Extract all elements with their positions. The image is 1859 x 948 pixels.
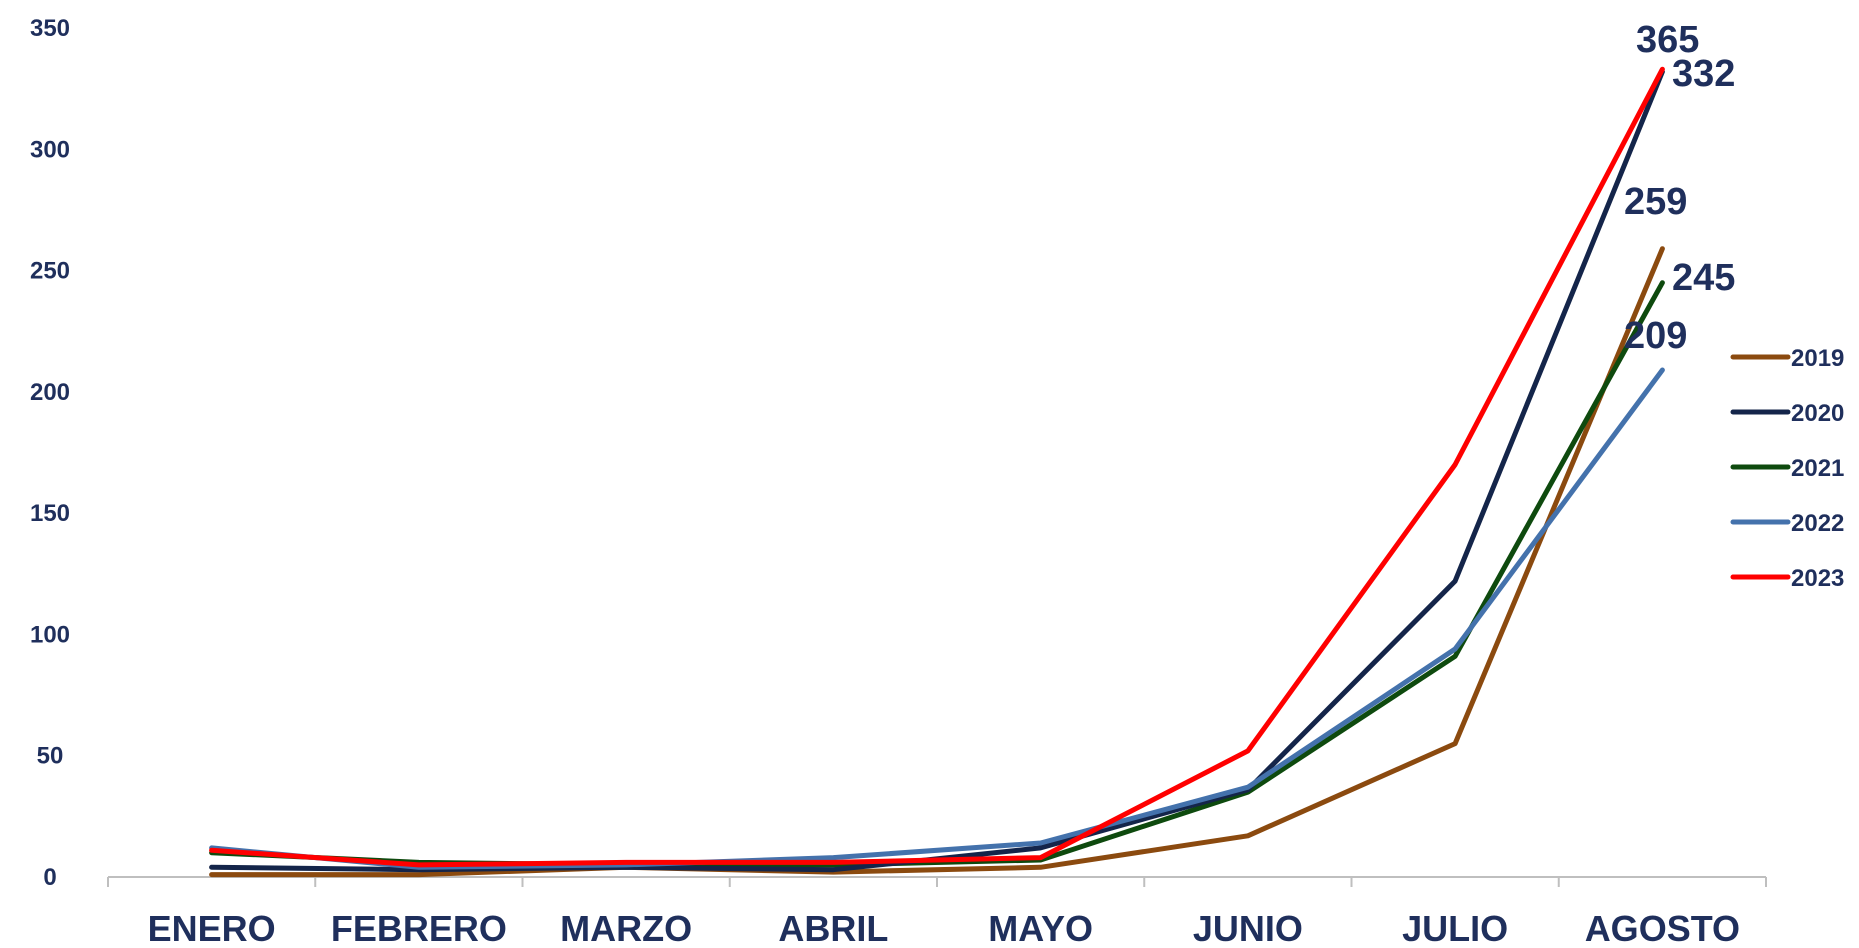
end-value-label: 209 (1624, 315, 1687, 357)
legend-label: 2023 (1791, 565, 1844, 592)
end-value-label: 365 (1636, 19, 1699, 61)
y-tick-label: 300 (30, 136, 70, 163)
x-tick-label: FEBRERO (331, 908, 507, 948)
x-tick-label: ABRIL (778, 908, 888, 948)
series-line-2022 (209, 367, 1665, 870)
end-value-label: 332 (1672, 53, 1735, 95)
x-axis: ENERO FEBRERO MARZO ABRIL MAYO JUNIO JULIO AGOS… (107, 876, 1767, 948)
x-tick-label: MARZO (560, 908, 692, 948)
y-tick-label: 250 (30, 258, 70, 285)
x-tick-label: AGOSTO (1585, 908, 1740, 948)
legend-label: 2019 (1791, 345, 1844, 372)
series-lines (209, 66, 1665, 878)
end-value-label: 245 (1672, 257, 1735, 299)
legend-label: 2021 (1791, 455, 1844, 482)
y-tick-label: 100 (30, 621, 70, 648)
y-tick-label: 200 (30, 379, 70, 406)
y-tick-label: 150 (30, 500, 70, 527)
y-axis: 0 50 100 150 200 250 300 350 (30, 15, 70, 891)
x-tick-label: JULIO (1402, 908, 1508, 948)
x-tick-label: ENERO (148, 908, 276, 948)
y-tick-label: 50 (37, 743, 64, 770)
series-line-2019 (209, 246, 1665, 878)
series-line-2023 (209, 66, 1665, 868)
legend-label: 2022 (1791, 510, 1844, 537)
x-tick-label: MAYO (988, 908, 1093, 948)
series-line-2021 (209, 280, 1665, 868)
y-tick-label: 350 (30, 15, 70, 42)
y-tick-label: 0 (43, 864, 56, 891)
x-tick-label: JUNIO (1193, 908, 1303, 948)
legend-label: 2020 (1791, 400, 1844, 427)
end-value-label: 259 (1624, 181, 1687, 223)
legend: 2019 2020 2021 2022 2023 (1730, 345, 1844, 592)
